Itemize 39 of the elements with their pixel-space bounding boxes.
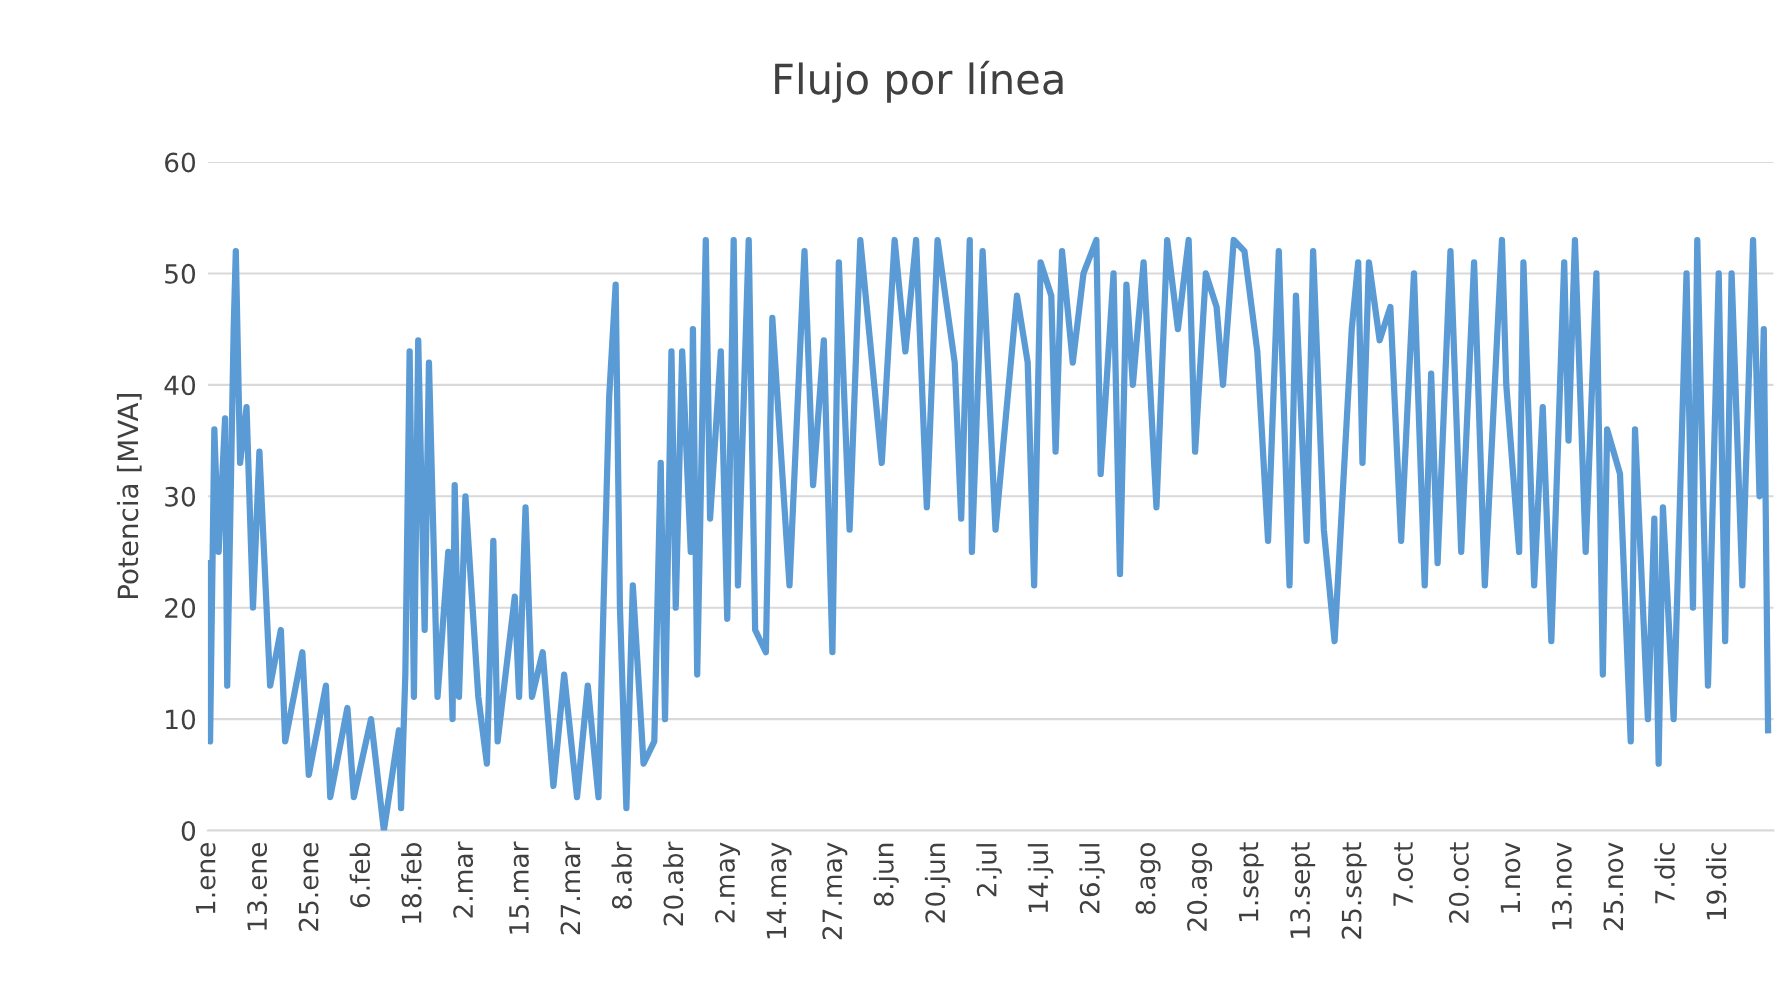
x-tick-label: 2.jul bbox=[976, 844, 1002, 897]
x-tick-label: 13.ene bbox=[247, 843, 268, 930]
x-tick-label: 7.dic bbox=[1654, 843, 1675, 904]
x-tick-label: 25.sept bbox=[1341, 842, 1367, 939]
y-tick-label: 0 bbox=[181, 820, 196, 841]
x-tick-label: 14.jul bbox=[1027, 844, 1054, 913]
y-tick-label: 10 bbox=[166, 709, 196, 730]
x-tick-label: 1.nov bbox=[1500, 842, 1521, 913]
x-tick-label: 1.ene bbox=[195, 843, 216, 914]
y-tick-label: 60 bbox=[165, 152, 196, 173]
x-tick-label: 14.may bbox=[766, 842, 792, 939]
x-tick-label: 7.oct bbox=[1393, 842, 1414, 906]
x-tick-label: 19.dic bbox=[1705, 843, 1727, 920]
x-tick-label: 25.nov bbox=[1603, 842, 1624, 931]
x-tick-label: 27.may bbox=[822, 842, 848, 940]
x-tick-label: 2.may bbox=[714, 842, 741, 923]
x-tick-label: 20.ago bbox=[1187, 843, 1213, 931]
y-tick-label: 20 bbox=[165, 598, 196, 619]
x-tick-label: 27.mar bbox=[560, 841, 581, 935]
y-tick-label: 40 bbox=[164, 375, 196, 396]
x-tick-label: 8.jun bbox=[873, 843, 899, 906]
x-tick-label: 25.ene bbox=[298, 843, 319, 931]
x-tick-label: 6.feb bbox=[349, 843, 371, 908]
x-tick-label: 26.jul bbox=[1079, 844, 1105, 914]
chart-title: Flujo por línea bbox=[775, 60, 1063, 103]
x-tick-label: 20.oct bbox=[1448, 842, 1469, 923]
x-tick-label: 20.abr bbox=[662, 841, 684, 926]
x-tick-label: 2.mar bbox=[453, 841, 474, 918]
y-tick-label: 50 bbox=[165, 263, 196, 284]
y-axis-title: Potencia [MVA] bbox=[116, 394, 142, 599]
x-tick-label: 8.ago bbox=[1135, 843, 1161, 915]
x-tick-label: 18.feb bbox=[401, 843, 422, 923]
x-tick-label: 20.jun bbox=[924, 843, 951, 923]
x-tick-label: 13.sept bbox=[1290, 842, 1316, 938]
x-tick-label: 8.abr bbox=[611, 841, 632, 909]
x-tick-label: 15.mar bbox=[509, 841, 529, 934]
x-tick-label: 1.sept bbox=[1238, 842, 1264, 921]
x-tick-label: 13.nov bbox=[1551, 842, 1572, 930]
y-tick-label: 30 bbox=[165, 486, 196, 507]
